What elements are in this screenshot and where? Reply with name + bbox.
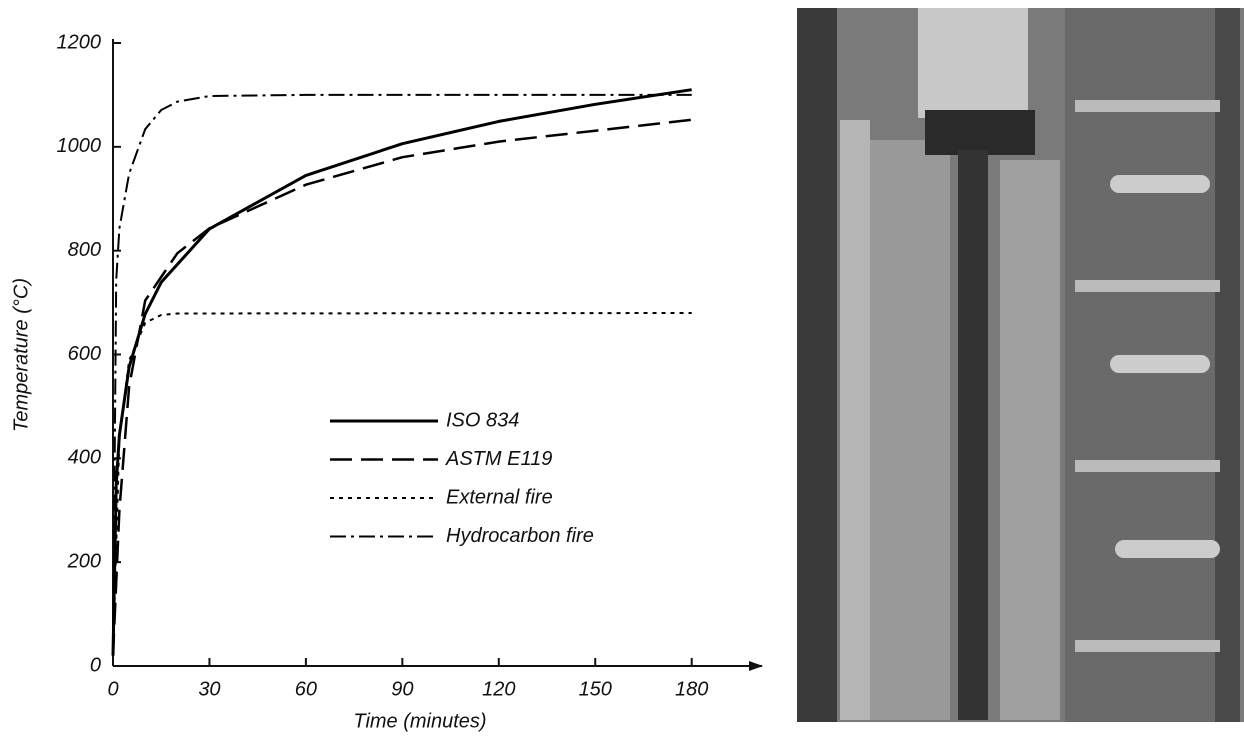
series-line	[111, 88, 692, 656]
y-tick-label: 1000	[57, 135, 102, 157]
y-tick-label: 1200	[57, 31, 102, 53]
series-line	[112, 312, 692, 656]
y-tick-label: 0	[90, 654, 101, 676]
x-tick-label: 150	[579, 678, 612, 700]
x-axis-label: Time (minutes)	[353, 710, 486, 732]
x-tick-label: 0	[107, 678, 118, 700]
y-tick-label: 400	[68, 447, 101, 469]
x-tick-label: 180	[675, 678, 708, 700]
y-tick-label: 200	[67, 550, 101, 572]
y-tick-label: 600	[68, 343, 101, 365]
photo	[797, 8, 1244, 722]
x-tick-label: 60	[295, 678, 317, 700]
y-tick-label: 800	[68, 239, 101, 261]
series-line	[112, 93, 692, 656]
x-tick-label: 30	[198, 678, 220, 700]
legend-label: ASTM E119	[445, 448, 552, 470]
x-tick-label: 120	[482, 678, 515, 700]
legend-label: Hydrocarbon fire	[446, 525, 594, 547]
legend-label: ISO 834	[446, 409, 519, 431]
x-tick-label: 90	[391, 678, 413, 700]
chart: 0 200 400 600 800 1000 1200 0 30 60 90 120 150 180 ISO…	[57, 31, 763, 700]
series-line	[111, 118, 692, 656]
y-axis-label: Temperature (°C)	[10, 278, 32, 432]
legend-label: External fire	[446, 486, 553, 508]
